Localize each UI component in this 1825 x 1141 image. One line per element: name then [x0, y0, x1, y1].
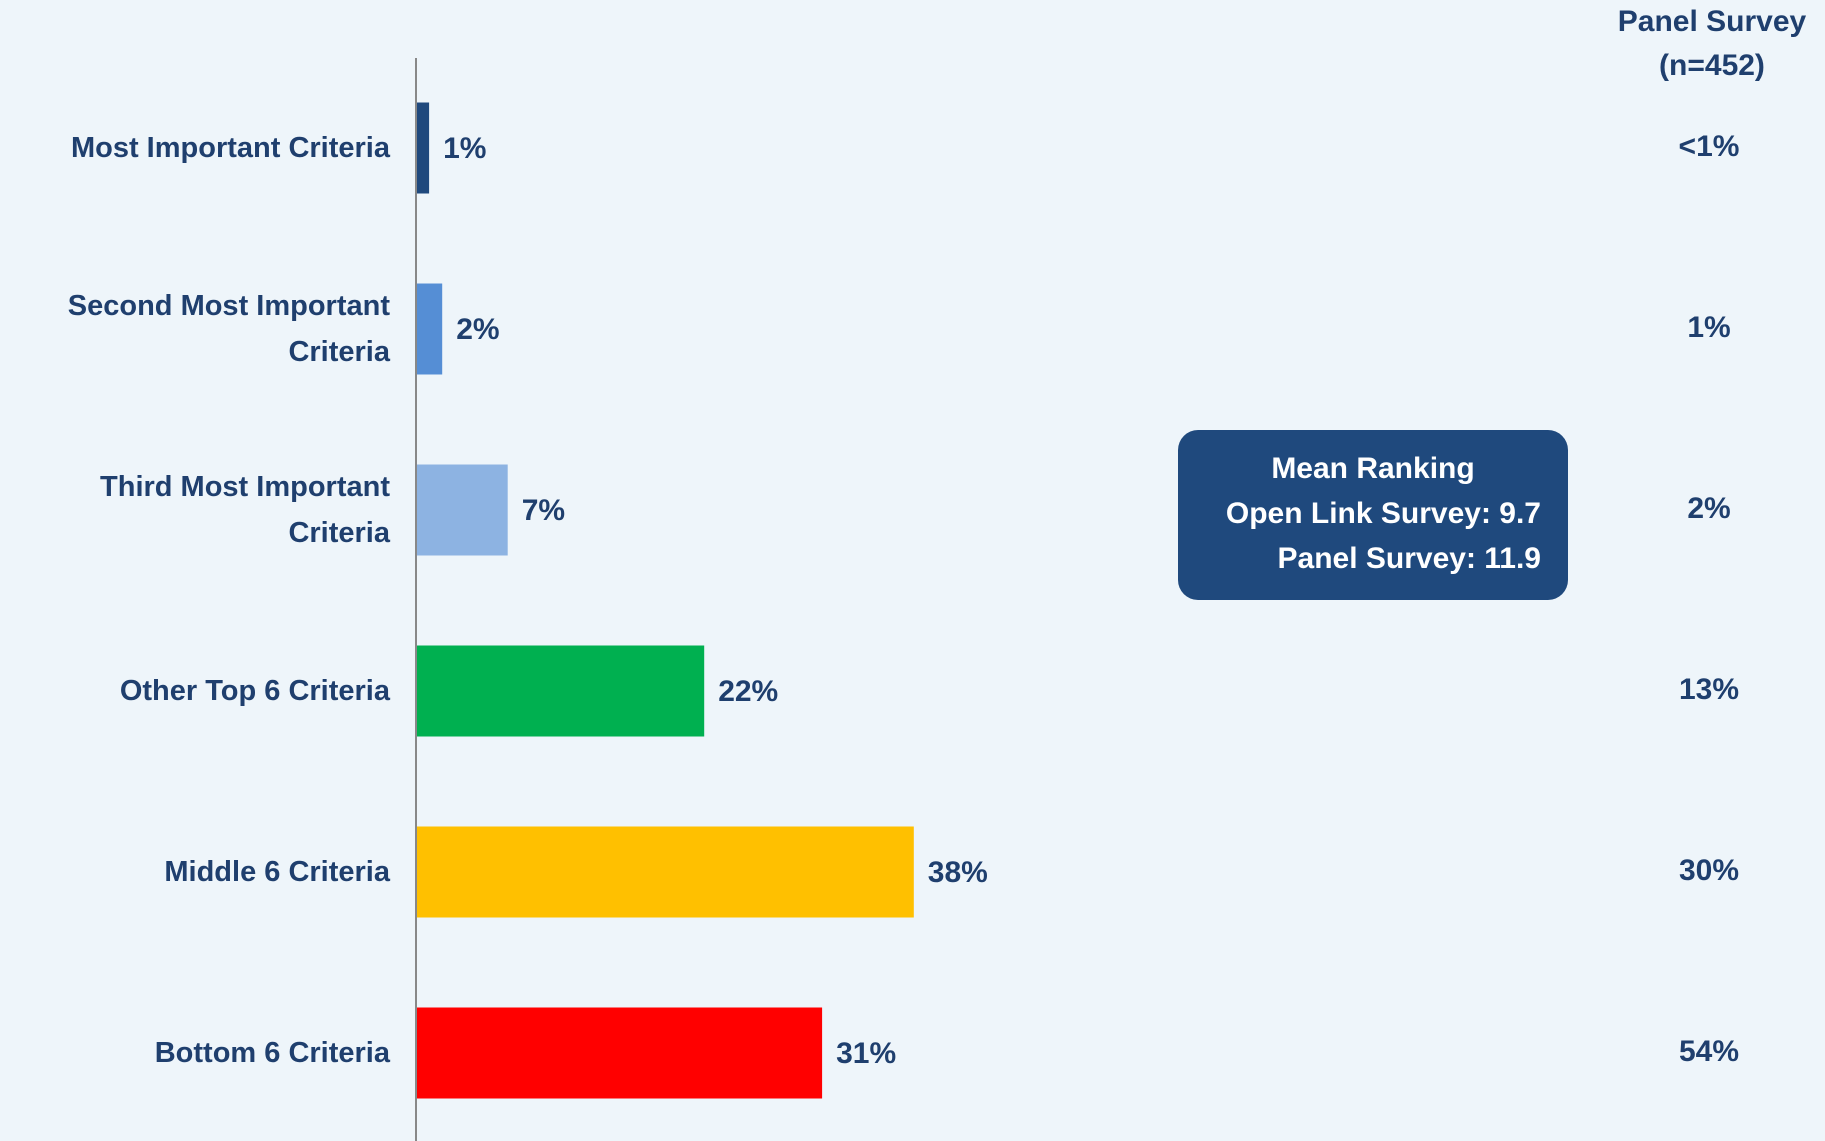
- panel-value: 54%: [1679, 1035, 1739, 1068]
- panel-value: 30%: [1679, 854, 1739, 887]
- category-label: Other Top 6 Criteria: [119, 675, 390, 707]
- annotation-text: Open Link Survey: 9.7: [1226, 497, 1541, 530]
- category-label: Bottom 6 Criteria: [154, 1037, 390, 1069]
- value-label: 1%: [443, 132, 486, 165]
- bar: [416, 464, 508, 556]
- value-label: 22%: [718, 675, 778, 708]
- category-label: Most Important Criteria: [70, 132, 390, 164]
- panel-value: 2%: [1687, 492, 1730, 525]
- annotation-box: [1178, 430, 1568, 600]
- bar: [416, 102, 430, 194]
- annotation-text: Mean Ranking: [1271, 452, 1474, 485]
- value-label: 7%: [522, 494, 565, 527]
- category-label: Middle 6 Criteria: [164, 856, 390, 888]
- bar: [416, 826, 914, 918]
- bar: [416, 1007, 823, 1099]
- category-label: Third Most Important Criteria: [100, 471, 390, 549]
- annotation-text: Panel Survey: 11.9: [1278, 542, 1542, 575]
- panel-value: <1%: [1679, 130, 1740, 163]
- value-label: 2%: [456, 313, 499, 346]
- bar: [416, 283, 443, 375]
- category-label: Second Most Important Criteria: [67, 290, 390, 368]
- panel-header: (n=452): [1659, 49, 1765, 82]
- panel-header: Panel Survey: [1618, 5, 1807, 38]
- bar: [416, 645, 705, 737]
- panel-value: 1%: [1687, 311, 1730, 344]
- value-label: 38%: [928, 856, 988, 889]
- panel-value: 13%: [1679, 673, 1739, 706]
- value-label: 31%: [836, 1037, 896, 1070]
